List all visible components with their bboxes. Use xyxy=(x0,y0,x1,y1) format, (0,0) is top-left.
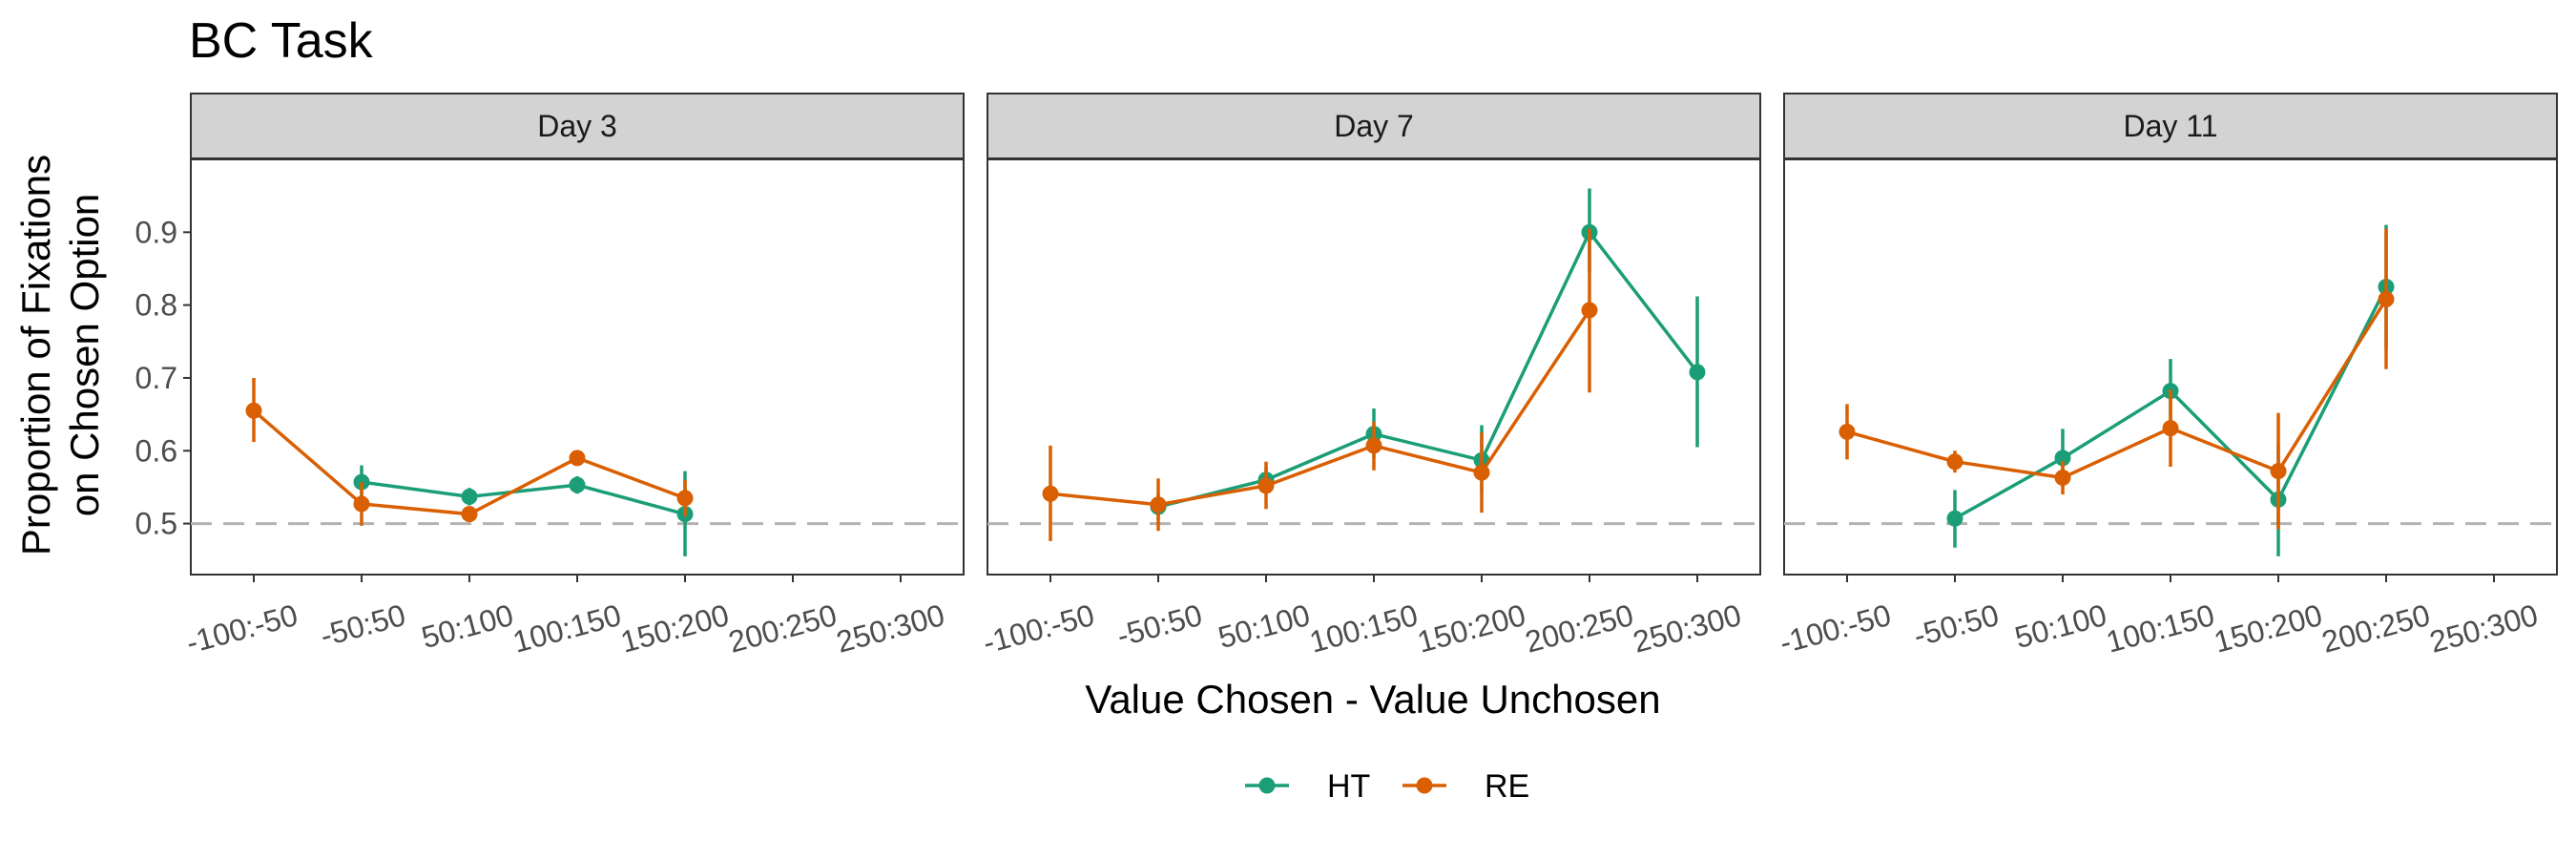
y-tick-label: 0.7 xyxy=(135,361,177,395)
y-tick-label: 0.8 xyxy=(135,288,177,323)
x-axis-title: Value Chosen - Value Unchosen xyxy=(1085,677,1660,722)
legend-entry-ht: HT xyxy=(1245,768,1370,805)
x-tick-label: -50:50 xyxy=(1910,597,2003,653)
data-point xyxy=(2378,291,2395,308)
data-point xyxy=(1839,423,1856,440)
facet-strip-label: Day 7 xyxy=(1334,109,1414,143)
data-point xyxy=(1042,485,1059,502)
y-tick-label: 0.9 xyxy=(135,215,177,249)
x-tick-label: 150:200 xyxy=(2211,597,2326,660)
data-point xyxy=(1689,364,1706,381)
y-tick-label: 0.6 xyxy=(135,433,177,468)
x-tick-label: -100:-50 xyxy=(979,597,1097,660)
y-axis-title-line-2: on Chosen Option xyxy=(62,194,107,517)
x-tick-label: -100:-50 xyxy=(182,597,301,660)
data-point xyxy=(461,488,478,505)
y-tick-label: 0.5 xyxy=(135,507,177,541)
data-point xyxy=(676,490,694,507)
x-tick-label: 150:200 xyxy=(1414,597,1529,660)
data-point xyxy=(2270,463,2287,480)
data-point xyxy=(2162,420,2179,437)
panel-border xyxy=(190,158,965,576)
panel-1: Day 3-100:-50 -50:50 50:100100:150150:2002… xyxy=(182,93,965,660)
x-tick-label: -50:50 xyxy=(1113,597,1206,653)
data-point xyxy=(353,495,370,513)
x-tick-label: 50:100 xyxy=(2011,597,2110,655)
x-tick-label: 250:300 xyxy=(1630,597,1745,660)
x-tick-label: 200:250 xyxy=(1522,597,1637,660)
x-tick-label: 150:200 xyxy=(617,597,733,660)
legend-entry-re: RE xyxy=(1402,768,1529,805)
panel-border xyxy=(987,158,1761,576)
data-point xyxy=(245,402,262,419)
legend-label: RE xyxy=(1485,768,1529,805)
series-re xyxy=(245,377,694,526)
facet-strip xyxy=(987,93,1761,159)
legend-key-point xyxy=(1258,777,1276,794)
x-tick-label: 200:250 xyxy=(725,597,841,660)
x-tick-label: 100:150 xyxy=(1306,597,1422,660)
legend-key-point xyxy=(1416,777,1433,794)
x-tick-label: 100:150 xyxy=(509,597,625,660)
facet-strip-label: Day 11 xyxy=(2123,109,2217,143)
x-tick-label: 250:300 xyxy=(2426,597,2542,660)
panel-3: Day 11 -100:-50 -50:50 50:100100:150150:200… xyxy=(1776,93,2558,660)
x-tick-label: 50:100 xyxy=(1215,597,1314,655)
x-tick-label: 50:100 xyxy=(418,597,517,655)
facet-strip-label: Day 3 xyxy=(537,109,617,143)
chart-title: BC Task xyxy=(189,13,374,69)
data-point xyxy=(2054,470,2071,486)
legend-label: HT xyxy=(1327,768,1370,805)
series-line xyxy=(1157,228,1699,509)
panel-2: Day 7-100:-50 -50:50 50:100100:150150:2002… xyxy=(979,93,1761,660)
series-re xyxy=(1042,228,1598,541)
data-point xyxy=(569,476,586,493)
x-tick-label: -50:50 xyxy=(317,597,409,653)
data-point xyxy=(1473,464,1490,481)
x-tick-label: 200:250 xyxy=(2318,597,2434,660)
legend: HT RE xyxy=(1245,768,1529,805)
data-point xyxy=(2054,450,2071,467)
data-point xyxy=(1150,496,1167,513)
data-point xyxy=(569,450,586,467)
data-point xyxy=(1581,302,1598,319)
data-point xyxy=(1257,477,1275,494)
data-point xyxy=(1365,437,1382,454)
series-line xyxy=(1846,298,2388,480)
data-point xyxy=(461,506,478,523)
x-tick-label: 250:300 xyxy=(833,597,948,660)
data-point xyxy=(1946,510,1963,527)
facet-strip xyxy=(190,93,965,159)
series-re xyxy=(1839,228,2395,530)
data-point xyxy=(1946,453,1963,471)
y-axis-title-line-1: Proportion of Fixations xyxy=(13,155,58,555)
series-line xyxy=(361,480,686,516)
x-tick-label: 100:150 xyxy=(2103,597,2218,660)
x-tick-label: -100:-50 xyxy=(1776,597,1894,660)
series-line xyxy=(1049,309,1591,507)
